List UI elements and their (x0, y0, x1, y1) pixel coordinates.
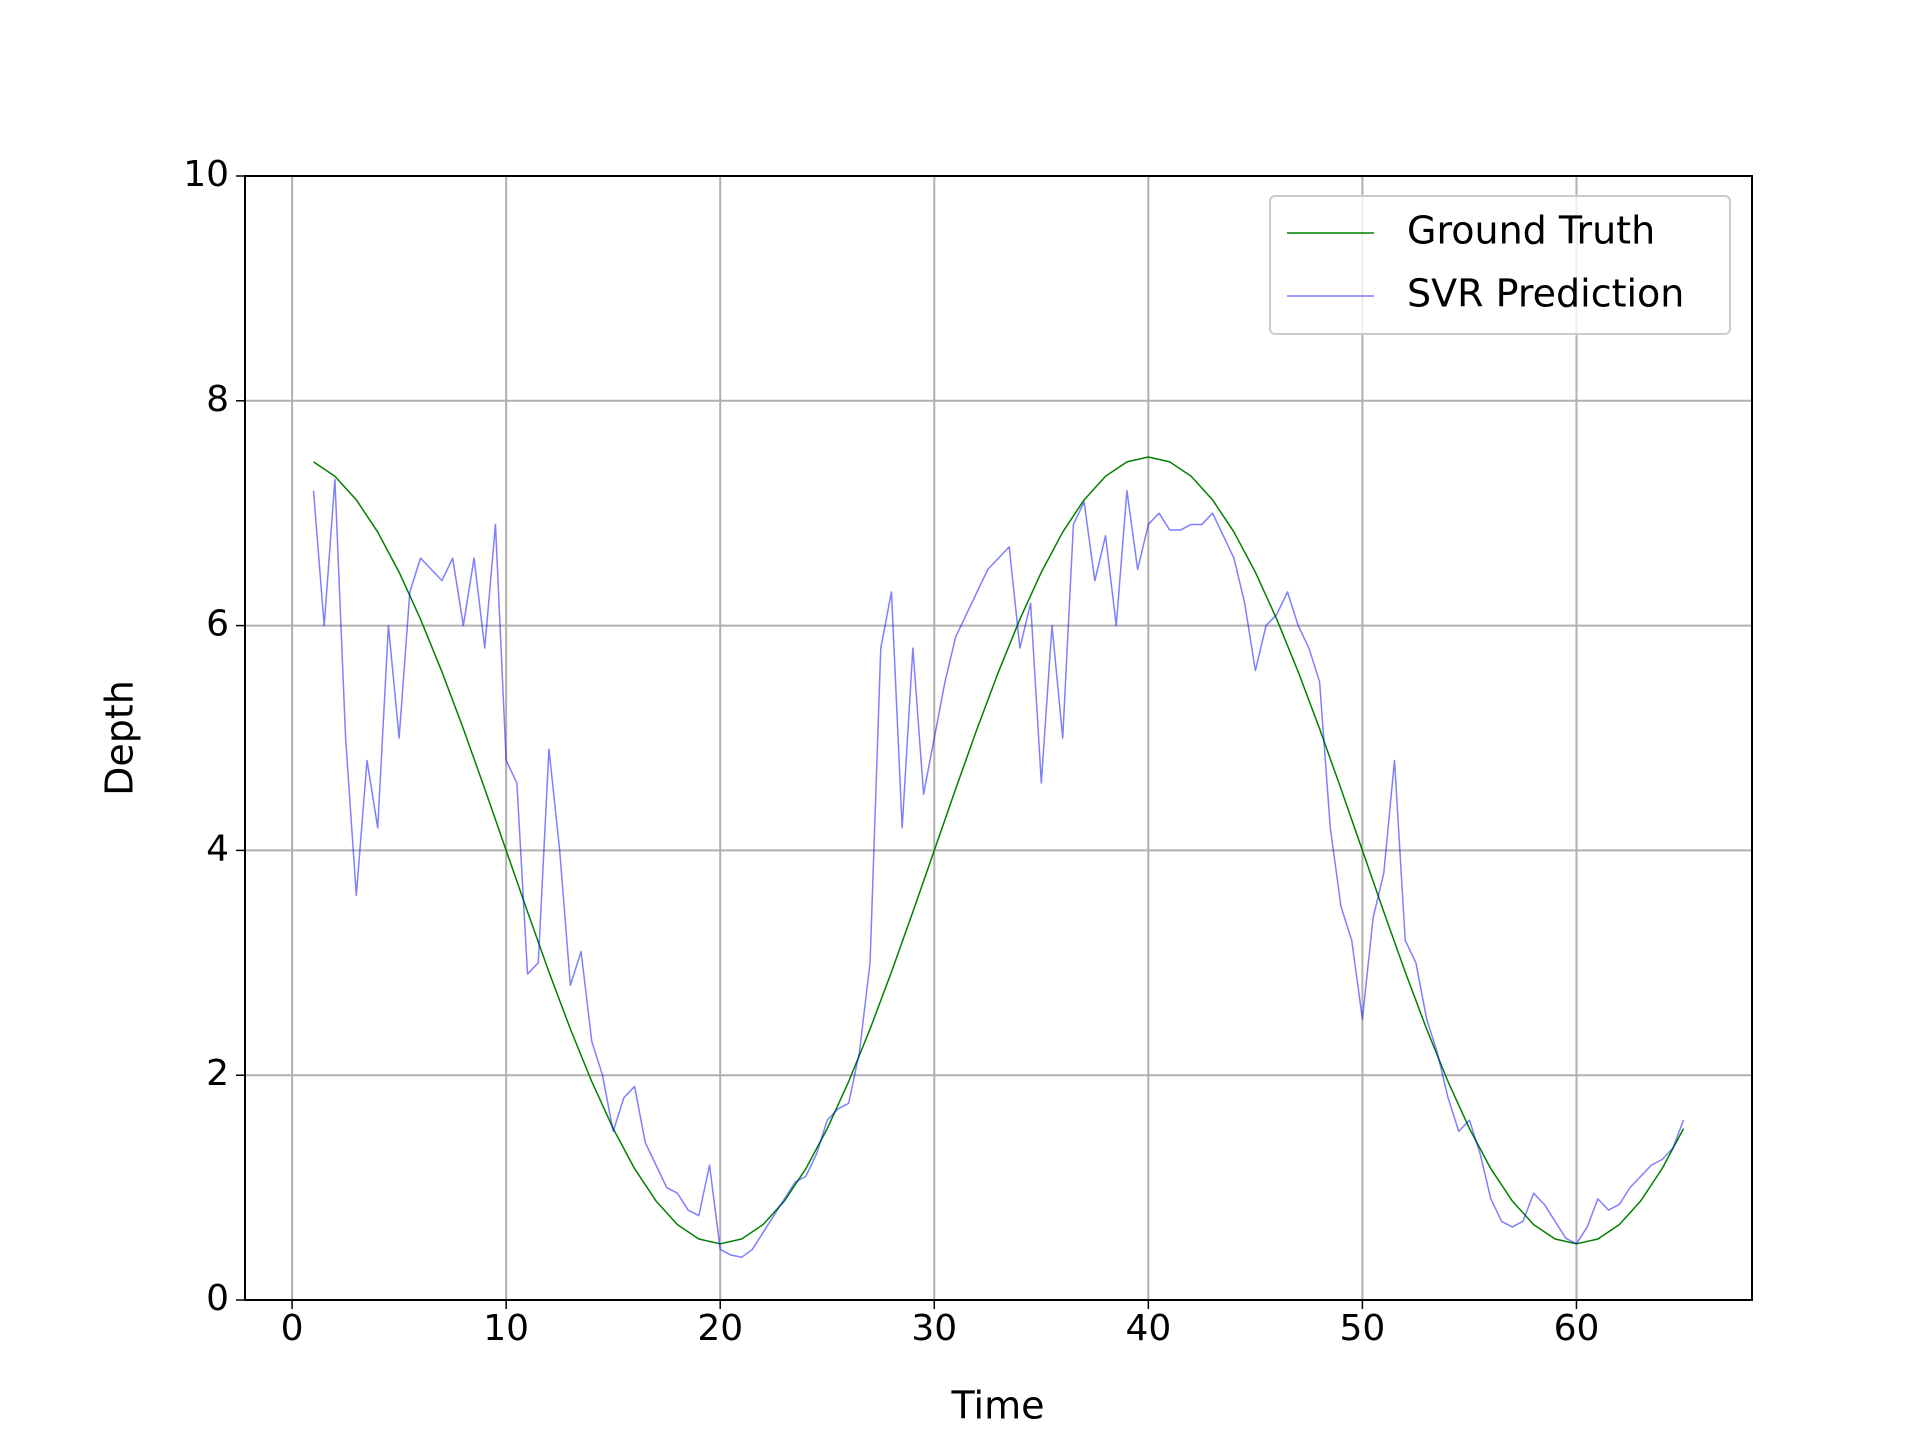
y-tick-label: 0 (206, 1278, 229, 1319)
x-tick-label: 0 (281, 1308, 304, 1349)
legend-label: SVR Prediction (1407, 272, 1684, 316)
x-tick-label: 10 (483, 1308, 529, 1349)
legend-box (1269, 195, 1731, 335)
x-tick-label: 20 (697, 1308, 743, 1349)
y-tick-label: 6 (206, 604, 229, 645)
x-tick-label: 50 (1340, 1308, 1386, 1349)
x-tick-label: 60 (1554, 1308, 1600, 1349)
series-line (313, 456, 1685, 1245)
legend-label: Ground Truth (1407, 209, 1655, 253)
series-line (312, 478, 1685, 1259)
x-axis-label: Time (951, 1384, 1045, 1428)
x-tick-label: 30 (911, 1308, 957, 1349)
y-tick-label: 8 (206, 379, 229, 420)
y-tick-label: 2 (206, 1053, 229, 1094)
plot-background (245, 176, 1752, 1300)
plot-frame (244, 175, 1753, 1301)
y-tick-label: 4 (206, 828, 229, 869)
y-tick-label: 10 (183, 154, 229, 195)
x-tick-label: 40 (1125, 1308, 1171, 1349)
y-axis-label: Depth (98, 680, 142, 796)
